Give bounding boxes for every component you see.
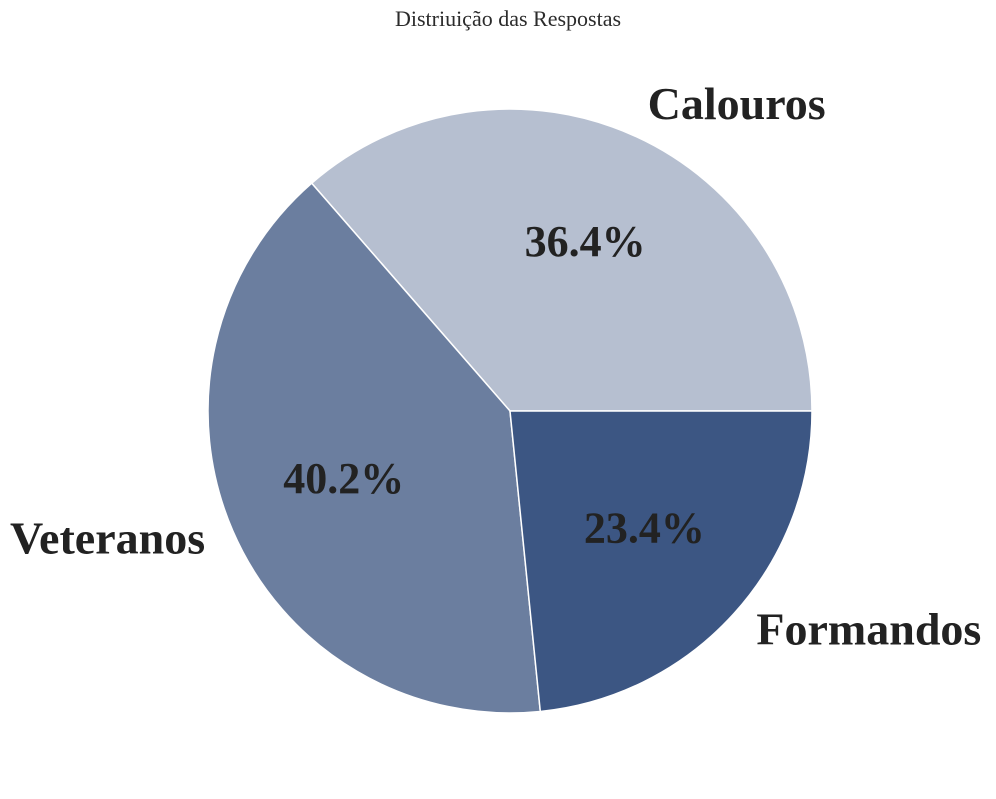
pie-slice-veteranos [207,182,542,714]
slice-label-veteranos: Veteranos [10,512,205,563]
pie-slice-calouros [310,108,813,412]
slice-label-formandos: Formandos [756,603,981,654]
pie-slice-formandos [509,410,813,713]
slice-percentage-formandos: 23.4% [584,504,705,553]
slice-percentage-calouros: 36.4% [525,217,646,266]
slice-label-calouros: Calouros [648,78,826,129]
slice-percentage-veteranos: 40.2% [283,454,404,503]
chart-title: Distriuição das Respostas [394,6,622,31]
